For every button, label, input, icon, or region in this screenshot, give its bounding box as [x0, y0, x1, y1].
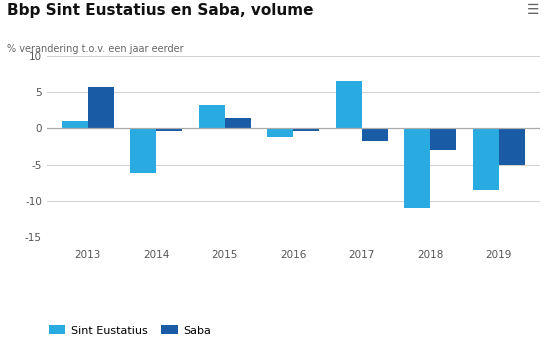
Text: ☰: ☰	[526, 3, 539, 17]
Bar	[336, 81, 362, 128]
Text: 2017: 2017	[349, 250, 375, 260]
Bar	[499, 128, 525, 165]
Bar	[131, 128, 156, 173]
Text: 2016: 2016	[280, 250, 306, 260]
Bar	[293, 128, 320, 131]
Text: 2014: 2014	[143, 250, 170, 260]
Bar	[225, 118, 251, 128]
Text: 2018: 2018	[417, 250, 444, 260]
Bar	[404, 128, 430, 208]
Bar	[267, 128, 293, 137]
Bar	[62, 121, 88, 128]
Text: Bbp Sint Eustatius en Saba, volume: Bbp Sint Eustatius en Saba, volume	[7, 3, 313, 18]
Text: 2015: 2015	[212, 250, 238, 260]
Text: % verandering t.o.v. een jaar eerder: % verandering t.o.v. een jaar eerder	[7, 44, 183, 54]
Text: 2013: 2013	[75, 250, 101, 260]
Legend: Sint Eustatius, Saba: Sint Eustatius, Saba	[44, 321, 215, 340]
Bar	[362, 128, 388, 141]
Bar	[430, 128, 456, 150]
Text: 2019: 2019	[485, 250, 512, 260]
Bar	[156, 128, 182, 131]
Bar	[473, 128, 499, 190]
Bar	[88, 87, 114, 128]
Bar	[199, 105, 225, 128]
